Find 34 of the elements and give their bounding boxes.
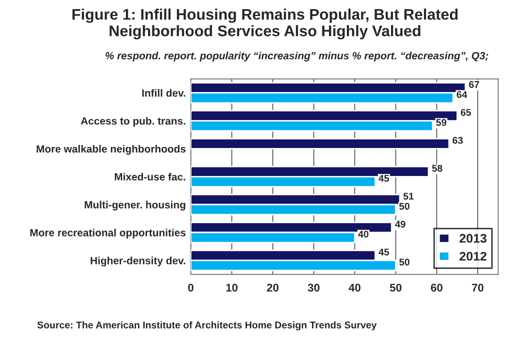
y-tick-label: More walkable neighborhoods: [36, 144, 186, 155]
data-label: 50: [399, 202, 410, 210]
x-tick-label: 30: [308, 284, 320, 292]
x-tick-label: 40: [348, 284, 360, 292]
data-label: 50: [399, 258, 410, 266]
y-tick-label: Access to pub. trans.: [80, 117, 186, 127]
data-label: 40: [358, 230, 368, 238]
y-tick-label: Higher-density dev.: [90, 256, 186, 266]
chart-subtitle: % respond. report. popularity “increasing” minus % report. “decreasing”, Q3;: [106, 52, 488, 62]
x-tick-label: 10: [226, 284, 238, 292]
data-label: 58: [432, 164, 442, 172]
source-note: Source: The American Institute of Architects Home Design Trends Survey: [37, 321, 377, 330]
x-tick-label: 0: [188, 284, 194, 292]
y-tick-label: More recreational opportunities: [30, 228, 186, 238]
x-tick-label: 50: [390, 284, 402, 292]
chart-title: Figure 1: Infill Housing Remains Popular, But Related Neighborhood Services Also Highly Valued: [72, 8, 458, 40]
data-label: 65: [460, 108, 472, 116]
x-tick-label: 70: [472, 284, 484, 292]
data-label: 63: [452, 136, 463, 144]
data-label: 45: [378, 248, 390, 256]
x-tick-label: 60: [430, 284, 442, 292]
data-label: 51: [403, 192, 414, 200]
data-label: 67: [469, 81, 480, 88]
data-label: 59: [436, 119, 446, 126]
data-label: 45: [378, 174, 390, 182]
data-label: 64: [456, 91, 468, 98]
legend-label: 2013: [460, 234, 486, 243]
y-tick-label: Multi-gener. housing: [84, 200, 186, 211]
legend-label: 2012: [460, 252, 486, 261]
bar: [190, 138, 450, 150]
x-tick-label: 20: [266, 284, 278, 292]
y-tick-label: Infill dev.: [142, 89, 186, 97]
y-tick-label: Mixed-use fac.: [114, 172, 186, 181]
data-label: 49: [395, 220, 406, 228]
